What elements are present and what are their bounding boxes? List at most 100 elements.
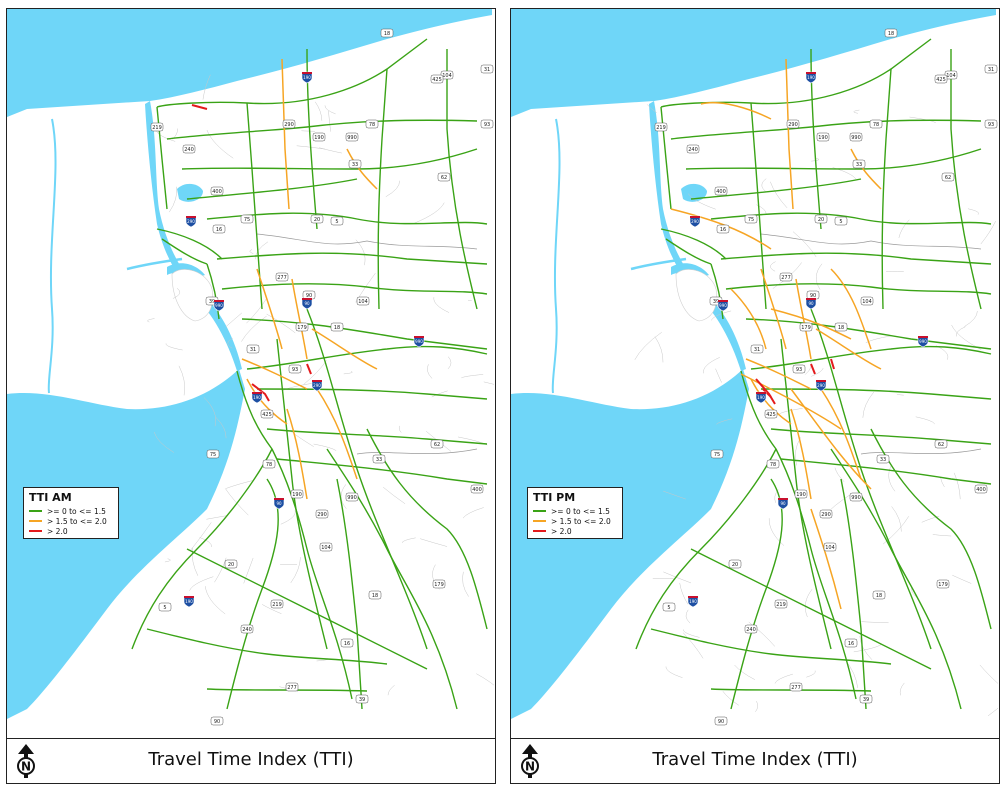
svg-text:N: N xyxy=(525,760,535,774)
route-number: 190 xyxy=(796,492,806,498)
route-number: 75 xyxy=(748,217,754,223)
road-tti-low xyxy=(635,448,777,650)
svg-text:N: N xyxy=(21,760,31,774)
route-number: 290 xyxy=(788,122,798,128)
minor-road xyxy=(952,574,972,584)
shield-background xyxy=(984,64,998,74)
route-shield: 18 xyxy=(368,590,382,600)
minor-road xyxy=(654,336,664,363)
road-tti-low xyxy=(745,318,992,350)
route-shield: 18 xyxy=(834,322,848,332)
route-number: 219 xyxy=(776,602,786,608)
shield-background xyxy=(262,459,276,469)
route-number: 990 xyxy=(347,135,357,141)
road-tti-low xyxy=(840,478,867,710)
road-tti-high xyxy=(306,363,312,375)
interstate-shield-shape xyxy=(805,71,817,84)
route-number: 93 xyxy=(796,367,802,373)
route-number: 90 xyxy=(214,719,220,725)
interstate-number: 90 xyxy=(276,501,282,506)
shield-background xyxy=(744,624,758,634)
route-shield: 18 xyxy=(884,28,898,38)
minor-road xyxy=(262,604,282,614)
minor-road xyxy=(647,104,657,113)
route-number: 290 xyxy=(317,512,327,518)
shield-background xyxy=(310,214,324,224)
minor-road xyxy=(401,537,416,544)
shield-background xyxy=(799,322,813,332)
legend: TTI AM >= 0 to <= 1.5 > 1.5 to <= 2.0 > … xyxy=(23,487,119,539)
route-shield: 5 xyxy=(662,602,676,612)
road-tti-mid xyxy=(286,408,308,500)
route-number: 425 xyxy=(936,77,946,83)
route-shield: 18 xyxy=(380,28,394,38)
minor-road xyxy=(483,381,494,385)
minor-road xyxy=(340,484,347,509)
route-shield: 290 xyxy=(819,509,833,519)
interstate-number: 990 xyxy=(719,303,727,308)
shield-background xyxy=(852,159,866,169)
shield-background xyxy=(372,454,386,464)
interstate-shield: 190 xyxy=(755,391,767,404)
water-body xyxy=(7,369,245,719)
interstate-shield-shape xyxy=(777,497,789,510)
route-shield: 62 xyxy=(934,439,948,449)
road-tti-low xyxy=(780,338,832,650)
legend-item-mid: > 1.5 to <= 2.0 xyxy=(29,516,113,526)
road-tti-mid xyxy=(790,388,872,490)
interstate-shield-shape xyxy=(815,379,827,392)
route-shield: 90 xyxy=(210,716,224,726)
road-tti-low xyxy=(206,263,220,320)
interstate-number: 990 xyxy=(415,339,423,344)
shield-background xyxy=(210,716,224,726)
interstate-shield-shape xyxy=(917,335,929,348)
road-tti-mid xyxy=(700,101,772,120)
minor-road xyxy=(956,326,966,337)
interstate-shield-shape xyxy=(413,335,425,348)
road-tti-low xyxy=(226,478,279,710)
shield-background xyxy=(437,172,451,182)
route-shield: 990 xyxy=(345,492,359,502)
route-number: 62 xyxy=(938,442,944,448)
minor-road xyxy=(853,644,882,653)
road-tti-mid xyxy=(785,58,794,210)
shield-background xyxy=(974,484,988,494)
interstate-number: 990 xyxy=(215,303,223,308)
legend-label: >= 0 to <= 1.5 xyxy=(47,506,106,516)
legend-item-low: >= 0 to <= 1.5 xyxy=(533,506,617,516)
shield-background xyxy=(282,119,296,129)
tti-am-map: 18 104 31 93 425 78 190 290 990 33 62 400 75 20 5 240 21… xyxy=(7,9,494,739)
interstate-shield-band xyxy=(756,392,766,394)
route-shield: 190 xyxy=(312,132,326,142)
road-tti-high xyxy=(762,388,772,398)
interstate-shield-shape xyxy=(805,297,817,310)
map-title: Travel Time Index (TTI) xyxy=(652,749,858,770)
road-tti-mid xyxy=(820,388,862,480)
shield-background xyxy=(345,132,359,142)
route-number: 93 xyxy=(988,122,994,128)
water-body xyxy=(7,9,492,117)
interstate-number: 190 xyxy=(807,75,815,80)
interstate-number: 190 xyxy=(757,395,765,400)
minor-road xyxy=(420,538,448,547)
route-shield: 240 xyxy=(744,624,758,634)
route-shield: 400 xyxy=(714,186,728,196)
shield-background xyxy=(240,624,254,634)
interstate-number: 990 xyxy=(919,339,927,344)
route-shield: 190 xyxy=(794,489,808,499)
minor-road xyxy=(414,202,445,224)
interstate-shield-band xyxy=(806,72,816,74)
route-number: 240 xyxy=(746,627,756,633)
road-tti-mid xyxy=(346,148,378,190)
minor-road xyxy=(722,691,739,706)
minor-road xyxy=(189,576,214,591)
shield-background xyxy=(348,159,362,169)
route-shield: 33 xyxy=(372,454,386,464)
interstate-shield-shape xyxy=(689,215,701,228)
minor-road xyxy=(715,368,722,383)
interstate-number: 190 xyxy=(689,599,697,604)
interstate-shield-shape xyxy=(185,215,197,228)
shield-background xyxy=(794,489,808,499)
interstate-shield: 90 xyxy=(301,297,313,310)
road-tti-low xyxy=(161,238,208,265)
